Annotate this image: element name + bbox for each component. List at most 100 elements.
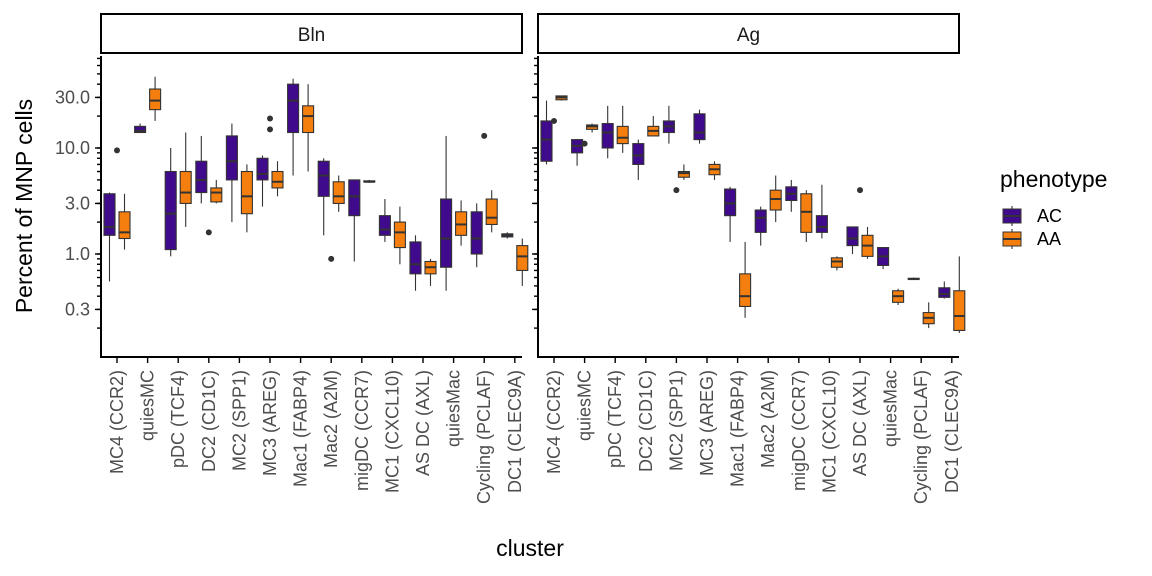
box-body — [149, 88, 162, 111]
box-body — [953, 290, 966, 332]
panel-ag — [540, 95, 966, 333]
box-body — [302, 105, 315, 134]
box-body — [616, 125, 629, 145]
box-aa — [149, 76, 162, 121]
box-ac — [846, 226, 859, 254]
box-aa — [118, 193, 131, 250]
box-aa — [677, 164, 690, 180]
box-aa — [953, 256, 966, 333]
x-tick-label: MC1 (CXCL10) — [819, 370, 839, 493]
x-tick-label: MC2 (SPP1) — [229, 370, 249, 471]
outlier-point — [205, 229, 212, 236]
box-ac — [571, 139, 584, 166]
box-ac — [195, 135, 208, 204]
x-axis-title: cluster — [496, 535, 564, 561]
box-body — [830, 257, 843, 268]
box-body — [754, 209, 767, 233]
box-body — [103, 193, 116, 236]
box-body — [179, 170, 192, 204]
box-body — [348, 179, 361, 217]
box-ac — [754, 206, 767, 246]
box-body — [846, 226, 859, 247]
box-body — [271, 170, 284, 189]
x-tick-label: Cycling (PCLAF) — [474, 370, 494, 504]
box-ac — [815, 184, 828, 239]
box-body — [195, 160, 208, 194]
x-tick-label: AS DC (AXL) — [413, 370, 433, 476]
y-tick-label: 10.0 — [55, 138, 90, 158]
x-tick-label: Mac2 (A2M) — [321, 370, 341, 468]
box-ac — [501, 232, 514, 239]
box-body — [440, 198, 453, 268]
y-axis-title: Percent of MNP cells — [11, 99, 37, 313]
y-tick-label: 0.3 — [65, 299, 90, 319]
outlier-point — [328, 255, 335, 262]
box-aa — [363, 179, 376, 183]
x-tick-label: quiesMac — [444, 370, 464, 447]
box-aa — [800, 190, 813, 242]
x-tick-labels-ag: MC4 (CCR2) quiesMC pDC (TCF4) DC2 (CD1C) MC2… — [544, 357, 962, 504]
y-tick-label: 1.0 — [65, 244, 90, 264]
box-body — [378, 215, 391, 236]
box-aa — [485, 190, 498, 233]
box-ac — [378, 199, 391, 242]
box-body — [287, 83, 300, 134]
x-tick-label: DC2 (CD1C) — [636, 370, 656, 472]
box-ac — [287, 78, 300, 176]
box-ac — [256, 155, 269, 207]
box-body — [210, 187, 223, 203]
box-ac — [409, 235, 422, 291]
box-body — [724, 188, 737, 217]
box-aa — [830, 256, 843, 271]
box-body — [769, 189, 782, 211]
x-tick-label: MC3 (AREG) — [260, 370, 280, 476]
box-body — [677, 170, 690, 178]
outlier-point — [114, 147, 120, 154]
box-ac — [225, 123, 238, 223]
box-aa — [555, 95, 568, 101]
y-tick-label: 3.0 — [65, 193, 90, 213]
box-body — [240, 170, 253, 215]
legend-entry-ac: AC — [1002, 206, 1062, 226]
x-tick-label: MC2 (SPP1) — [666, 370, 686, 471]
box-ac — [724, 186, 737, 242]
legend-title: phenotype — [1000, 166, 1107, 192]
box-body — [938, 287, 951, 298]
panel-bln — [103, 76, 529, 291]
box-body — [470, 211, 483, 255]
outlier-point — [267, 115, 273, 122]
box-body — [332, 181, 345, 204]
outlier-point — [481, 132, 488, 139]
box-body — [409, 241, 422, 275]
outlier-point — [673, 187, 680, 194]
box-aa — [892, 288, 905, 306]
strip-bln — [100, 13, 523, 54]
box-aa — [861, 226, 874, 259]
box-body — [134, 125, 147, 134]
box-ac — [164, 148, 177, 257]
x-tick-label: MC4 (CCR2) — [544, 370, 564, 474]
box-ac — [134, 123, 147, 134]
box-aa — [647, 116, 660, 137]
box-body — [485, 198, 498, 226]
box-body — [164, 170, 177, 251]
box-ac — [601, 105, 614, 159]
box-ac — [877, 247, 890, 270]
box-body — [540, 120, 553, 162]
x-tick-label: quiesMC — [575, 370, 595, 441]
legend-label-aa: AA — [1037, 229, 1061, 249]
x-tick-label: Cycling (PCLAF) — [911, 370, 931, 504]
box-body — [317, 160, 330, 197]
strip-title-bln: Bln — [298, 25, 325, 46]
box-body — [693, 113, 706, 141]
box-aa — [769, 175, 782, 223]
box-ac — [785, 179, 798, 212]
box-ac — [540, 100, 553, 165]
box-aa — [708, 161, 721, 180]
y-tick-label: 30.0 — [55, 87, 90, 107]
box-body — [601, 123, 614, 149]
x-tick-label: DC1 (CLEC9A) — [505, 370, 525, 493]
x-tick-label: Mac2 (A2M) — [758, 370, 778, 468]
box-body — [256, 157, 269, 181]
